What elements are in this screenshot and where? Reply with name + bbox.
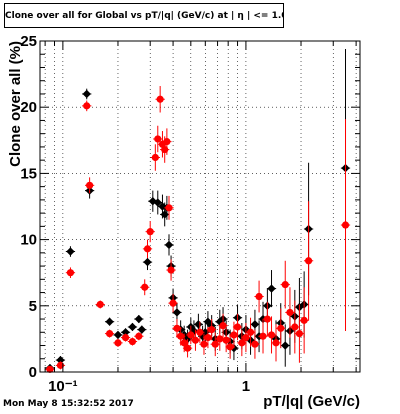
data-point bbox=[158, 202, 167, 211]
data-point bbox=[46, 365, 54, 373]
series-red bbox=[45, 86, 351, 373]
axis-ticks bbox=[40, 40, 360, 373]
data-point bbox=[135, 332, 143, 340]
x-tick-label: 10⁻¹ bbox=[48, 378, 78, 395]
data-point bbox=[208, 326, 216, 334]
x-axis-label: pT/|q| (GeV/c) bbox=[263, 393, 360, 410]
data-point bbox=[267, 284, 276, 293]
data-point bbox=[82, 89, 91, 99]
data-point bbox=[151, 153, 159, 162]
data-point bbox=[230, 331, 238, 339]
data-point bbox=[300, 316, 308, 324]
data-point bbox=[291, 323, 299, 331]
data-point bbox=[219, 322, 227, 330]
y-tick-label: 5 bbox=[29, 298, 37, 315]
x-tick-label: 1 bbox=[242, 378, 250, 395]
data-point bbox=[211, 340, 219, 348]
data-point bbox=[196, 328, 204, 336]
data-point bbox=[137, 325, 147, 334]
data-point bbox=[146, 228, 154, 236]
data-point bbox=[56, 355, 65, 365]
data-point bbox=[160, 210, 169, 219]
data-point bbox=[163, 138, 171, 146]
axis-labels: 0 5 10 15 20 25 10⁻¹ 1 pT/|q| (GeV/c) Clone over … bbox=[7, 33, 360, 410]
data-point bbox=[164, 240, 174, 250]
y-tick-label: 15 bbox=[20, 165, 37, 182]
data-point bbox=[66, 269, 75, 277]
data-point bbox=[121, 328, 130, 337]
data-point bbox=[86, 181, 94, 189]
data-point bbox=[141, 283, 149, 291]
data-point bbox=[222, 336, 230, 344]
data-point bbox=[172, 308, 182, 317]
y-tick-label: 0 bbox=[29, 364, 37, 381]
data-points bbox=[45, 48, 351, 373]
data-point bbox=[143, 257, 152, 267]
data-point bbox=[105, 317, 114, 326]
data-point bbox=[177, 332, 185, 340]
y-tick-label: 25 bbox=[20, 33, 37, 50]
y-tick-label: 20 bbox=[20, 99, 37, 116]
data-point bbox=[169, 299, 177, 307]
data-point bbox=[216, 335, 224, 343]
data-point bbox=[251, 340, 259, 348]
data-point bbox=[143, 245, 152, 253]
data-point bbox=[183, 344, 192, 352]
data-point bbox=[242, 333, 250, 342]
data-point bbox=[204, 333, 212, 342]
data-point bbox=[304, 257, 313, 265]
data-point bbox=[113, 330, 123, 340]
grid-lines bbox=[40, 41, 360, 372]
data-point bbox=[263, 315, 271, 323]
data-point bbox=[233, 323, 242, 331]
data-point bbox=[259, 332, 267, 340]
data-point bbox=[134, 314, 144, 324]
data-point bbox=[226, 343, 234, 351]
data-point bbox=[281, 281, 289, 289]
data-point bbox=[114, 339, 122, 347]
y-axis-label: Clone over all (%) bbox=[7, 41, 24, 167]
data-point bbox=[173, 324, 181, 332]
data-point bbox=[277, 324, 285, 332]
data-point bbox=[238, 339, 246, 347]
data-point bbox=[286, 308, 294, 317]
data-point bbox=[83, 102, 91, 110]
chart-title: Clone over all for Global vs pT/|q| (GeV… bbox=[4, 3, 284, 28]
data-point bbox=[200, 340, 208, 348]
data-point bbox=[165, 204, 173, 212]
data-point bbox=[105, 330, 114, 338]
data-point bbox=[194, 320, 203, 329]
y-tick-label: 10 bbox=[20, 232, 37, 249]
data-point bbox=[167, 266, 175, 274]
data-point bbox=[187, 331, 195, 339]
data-point bbox=[191, 336, 200, 344]
data-point bbox=[180, 339, 188, 347]
data-point bbox=[128, 337, 137, 346]
data-point bbox=[250, 320, 260, 329]
data-point bbox=[154, 135, 162, 143]
data-point bbox=[272, 339, 280, 347]
data-point bbox=[267, 331, 276, 339]
data-point bbox=[128, 322, 137, 332]
timestamp: Mon May 8 15:32:52 2017 bbox=[3, 399, 134, 409]
data-point bbox=[295, 330, 304, 338]
data-point bbox=[255, 292, 263, 301]
data-point bbox=[66, 247, 75, 256]
data-point bbox=[341, 221, 350, 229]
data-point bbox=[56, 361, 65, 369]
data-point bbox=[281, 341, 290, 350]
data-point bbox=[121, 333, 130, 342]
data-point bbox=[96, 300, 104, 309]
data-point bbox=[153, 198, 162, 207]
data-point bbox=[246, 328, 255, 336]
data-point bbox=[201, 328, 210, 337]
plot-frame bbox=[39, 40, 361, 373]
data-point bbox=[156, 95, 164, 103]
